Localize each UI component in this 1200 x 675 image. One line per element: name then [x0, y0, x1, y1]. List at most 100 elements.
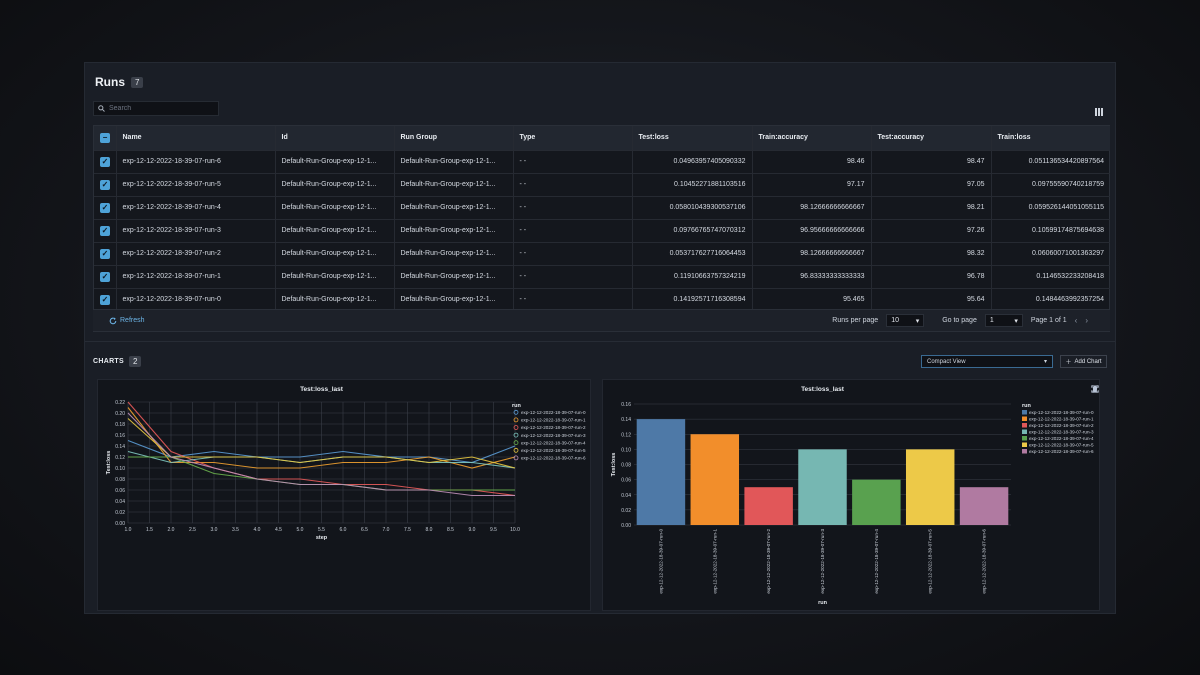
- search-input[interactable]: [109, 105, 209, 112]
- x-tick-label: 10.0: [510, 527, 520, 533]
- cell-id: Default-Run-Group-exp-12-1...: [275, 196, 395, 220]
- line-chart-card: Test:loss_last 0.00 0.02 0.04 0.06 0.08 0.10 0.…: [97, 379, 591, 611]
- select-all-checkbox[interactable]: −: [94, 126, 117, 151]
- expand-icon[interactable]: [1091, 385, 1099, 393]
- cell-train-loss: 0.051136534420897564: [991, 150, 1110, 174]
- cell-name: exp-12-12-2022-18-39-07-run-4: [116, 196, 276, 220]
- legend-label: exp-12-12-2022-18-39-07-run-4: [521, 440, 586, 445]
- x-tick-label: 4.0: [254, 527, 261, 533]
- add-chart-button[interactable]: ＋ Add Chart: [1060, 355, 1107, 368]
- y-tick-label: 0.16: [621, 402, 631, 408]
- column-header-id[interactable]: Id: [275, 126, 395, 151]
- legend-title: run: [1022, 403, 1032, 409]
- column-header-test-loss[interactable]: Test:loss: [632, 126, 753, 151]
- cell-test-accuracy: 98.47: [871, 150, 992, 174]
- column-header-train-loss[interactable]: Train:loss: [991, 126, 1110, 151]
- next-page-button[interactable]: ›: [1085, 316, 1088, 325]
- checkmark-icon: ✓: [100, 225, 110, 236]
- caret-down-icon: ▾: [1014, 317, 1018, 325]
- cell-train-accuracy: 98.46: [752, 150, 872, 174]
- legend-marker: [513, 447, 519, 453]
- x-tick-label: 5.5: [318, 527, 325, 533]
- y-tick-label: 0.06: [621, 478, 631, 484]
- legend-title: run: [512, 403, 522, 409]
- refresh-label: Refresh: [120, 317, 145, 324]
- legend-label: exp-12-12-2022-18-39-07-run-5: [1029, 443, 1094, 448]
- x-tick-label: 3.0: [211, 527, 218, 533]
- legend-marker: [513, 409, 519, 415]
- row-checkbox[interactable]: ✓: [94, 242, 117, 266]
- cell-train-accuracy: 98.12666666666667: [752, 196, 872, 220]
- cell-id: Default-Run-Group-exp-12-1...: [275, 150, 395, 174]
- x-axis-label: run: [818, 600, 828, 606]
- legend-marker: [513, 417, 519, 423]
- cell-test-loss: 0.11910663757324219: [632, 265, 753, 289]
- row-checkbox[interactable]: ✓: [94, 288, 117, 312]
- runs-per-page-value: 10: [891, 317, 899, 324]
- y-tick-label: 0.22: [115, 400, 125, 406]
- search-box[interactable]: [93, 101, 219, 116]
- x-tick-label: exp-12-12-2022-18-39-07-run-2: [766, 529, 771, 594]
- column-header-type[interactable]: Type: [513, 126, 633, 151]
- runs-per-page-select[interactable]: 10 ▾: [886, 314, 925, 327]
- row-checkbox[interactable]: ✓: [94, 150, 117, 174]
- row-checkbox[interactable]: ✓: [94, 196, 117, 220]
- x-tick-label: exp-12-12-2022-18-39-07-run-0: [658, 529, 663, 594]
- y-tick-label: 0.10: [621, 447, 631, 453]
- caret-down-icon: ▾: [915, 317, 920, 325]
- previous-page-button[interactable]: ‹: [1074, 316, 1078, 325]
- legend-marker: [1022, 416, 1027, 421]
- cell-type: - -: [513, 265, 633, 289]
- column-preferences-button[interactable]: [1095, 103, 1103, 121]
- x-tick-label: 3.5: [232, 527, 239, 533]
- cell-test-accuracy: 97.26: [871, 219, 992, 243]
- runs-title: Runs: [95, 75, 125, 89]
- bar: [798, 449, 847, 525]
- cell-test-accuracy: 96.78: [871, 265, 992, 289]
- cell-train-loss: 0.059526144051055115: [991, 196, 1110, 220]
- row-checkbox[interactable]: ✓: [94, 265, 117, 289]
- legend-label: exp-12-12-2022-18-39-07-run-1: [521, 418, 586, 423]
- legend-marker: [513, 455, 519, 461]
- minus-icon: −: [100, 132, 110, 143]
- plus-icon: ＋: [1065, 360, 1072, 366]
- legend-label: exp-12-12-2022-18-39-07-run-5: [521, 448, 586, 453]
- legend-marker: [1022, 423, 1027, 428]
- row-checkbox[interactable]: ✓: [94, 173, 117, 197]
- delete-icon[interactable]: [1091, 385, 1099, 393]
- cell-id: Default-Run-Group-exp-12-1...: [275, 242, 395, 266]
- search-icon: [98, 105, 105, 112]
- charts-header: CHARTS 2: [93, 356, 142, 367]
- column-header-name[interactable]: Name: [116, 126, 276, 151]
- bar: [852, 479, 901, 525]
- y-tick-label: 0.12: [115, 455, 125, 461]
- refresh-button[interactable]: Refresh: [109, 316, 145, 325]
- chart-title: Test:loss_last: [801, 386, 845, 393]
- x-tick-label: 7.0: [383, 527, 390, 533]
- legend-marker: [1022, 429, 1027, 434]
- table-row: ✓ exp-12-12-2022-18-39-07-run-4 Default-…: [94, 196, 1110, 220]
- pagination-controls: Runs per page 10 ▾ Go to page 1 ▾ Page 1…: [832, 314, 1088, 327]
- cell-name: exp-12-12-2022-18-39-07-run-5: [116, 173, 276, 197]
- cell-run-group: Default-Run-Group-exp-12-1...: [394, 219, 514, 243]
- x-tick-label: 8.5: [447, 527, 454, 533]
- y-tick-label: 0.02: [621, 508, 631, 514]
- legend-marker: [513, 432, 519, 438]
- section-divider: [85, 341, 1115, 342]
- cell-id: Default-Run-Group-exp-12-1...: [275, 173, 395, 197]
- legend-label: exp-12-12-2022-18-39-07-run-3: [521, 433, 586, 438]
- x-tick-label: exp-12-12-2022-18-39-07-run-5: [928, 529, 933, 594]
- column-header-run-group[interactable]: Run Group: [394, 126, 514, 151]
- cell-test-loss: 0.058010439300537106: [632, 196, 753, 220]
- column-header-test-accuracy[interactable]: Test:accuracy: [871, 126, 992, 151]
- y-tick-label: 0.00: [115, 521, 125, 527]
- y-tick-label: 0.12: [621, 432, 631, 438]
- chart-view-select[interactable]: Compact View ▾: [921, 355, 1053, 368]
- column-header-train-accuracy[interactable]: Train:accuracy: [752, 126, 872, 151]
- cell-test-accuracy: 98.32: [871, 242, 992, 266]
- go-to-page-select[interactable]: 1 ▾: [984, 314, 1023, 327]
- cell-type: - -: [513, 242, 633, 266]
- bar-chart: Test:loss_last 0.00 0.02 0.04 0.06 0.08 0.10 0.…: [611, 386, 1094, 606]
- cell-test-loss: 0.09766765747070312: [632, 219, 753, 243]
- row-checkbox[interactable]: ✓: [94, 219, 117, 243]
